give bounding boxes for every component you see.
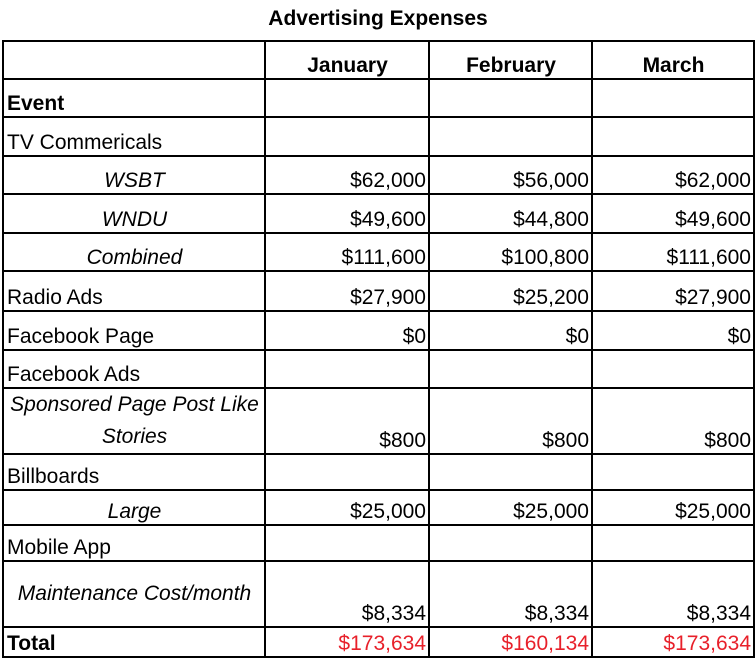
value-cell [428, 524, 593, 562]
value-cell: $173,634 [591, 626, 755, 658]
row-label: Sponsored Page Post Like Stories [2, 387, 266, 455]
table-row: TV Commericals [2, 116, 755, 157]
value-cell [264, 453, 430, 491]
row-label: Event [2, 78, 266, 118]
row-label: Billboards [2, 453, 266, 491]
row-label: Facebook Page [2, 310, 266, 351]
header-january: January [264, 40, 430, 80]
value-cell: $173,634 [264, 626, 430, 658]
value-cell: $0 [264, 310, 430, 351]
row-label: Mobile App [2, 524, 266, 562]
value-cell [264, 349, 430, 389]
value-cell: $8,334 [591, 560, 755, 628]
value-cell: $44,800 [428, 193, 593, 234]
value-cell [428, 453, 593, 491]
row-label: WNDU [2, 193, 266, 234]
value-cell [428, 78, 593, 118]
table-row: Facebook Page $0 $0 $0 [2, 310, 755, 351]
table-row: Sponsored Page Post Like Stories $800 $800… [2, 387, 755, 455]
value-cell: $0 [428, 310, 593, 351]
value-cell [428, 116, 593, 157]
value-cell: $27,900 [264, 270, 430, 312]
value-cell: $0 [591, 310, 755, 351]
table-title: Advertising Expenses [268, 7, 488, 30]
value-cell: $111,600 [591, 232, 755, 272]
row-label: TV Commericals [2, 116, 266, 157]
table-row: Billboards [2, 453, 755, 491]
value-cell [591, 524, 755, 562]
value-cell [264, 524, 430, 562]
value-cell: $8,334 [428, 560, 593, 628]
row-label: Maintenance Cost/month [2, 560, 266, 628]
value-cell: $27,900 [591, 270, 755, 312]
value-cell: $25,000 [591, 489, 755, 526]
table-row: Maintenance Cost/month $8,334 $8,334 $8,334 [2, 560, 755, 628]
value-cell: $800 [591, 387, 755, 455]
header-row: January February March [2, 40, 755, 80]
value-cell: $25,200 [428, 270, 593, 312]
table-row: Combined $111,600 $100,800 $111,600 [2, 232, 755, 272]
row-label: Large [2, 489, 266, 526]
row-label: Facebook Ads [2, 349, 266, 389]
value-cell [591, 349, 755, 389]
row-label: Combined [2, 232, 266, 272]
value-cell: $56,000 [428, 155, 593, 195]
table-row: Mobile App [2, 524, 755, 562]
table-row: Total $173,634 $160,134 $173,634 [2, 626, 755, 658]
value-cell [264, 78, 430, 118]
table-row: Radio Ads $27,900 $25,200 $27,900 [2, 270, 755, 312]
table-row: Facebook Ads [2, 349, 755, 389]
value-cell: $25,000 [428, 489, 593, 526]
value-cell: $800 [264, 387, 430, 455]
value-cell: $49,600 [591, 193, 755, 234]
value-cell: $49,600 [264, 193, 430, 234]
row-label: Radio Ads [2, 270, 266, 312]
value-cell: $25,000 [264, 489, 430, 526]
value-cell [591, 78, 755, 118]
table-row: Event [2, 78, 755, 118]
row-label: WSBT [2, 155, 266, 195]
value-cell [264, 116, 430, 157]
value-cell: $8,334 [264, 560, 430, 628]
value-cell: $100,800 [428, 232, 593, 272]
table-row: WSBT $62,000 $56,000 $62,000 [2, 155, 755, 195]
value-cell [591, 116, 755, 157]
expenses-table: January February March Event TV Commerica… [2, 40, 755, 658]
value-cell: $62,000 [591, 155, 755, 195]
value-cell: $160,134 [428, 626, 593, 658]
table-row: WNDU $49,600 $44,800 $49,600 [2, 193, 755, 234]
header-february: February [428, 40, 593, 80]
value-cell: $62,000 [264, 155, 430, 195]
header-blank [2, 40, 266, 80]
value-cell [591, 453, 755, 491]
table-body: Event TV Commericals WSBT $62,000 $56,000 $62… [2, 78, 755, 658]
table-row: Large $25,000 $25,000 $25,000 [2, 489, 755, 526]
value-cell: $111,600 [264, 232, 430, 272]
value-cell: $800 [428, 387, 593, 455]
row-label: Total [2, 626, 266, 658]
value-cell [428, 349, 593, 389]
header-march: March [591, 40, 755, 80]
